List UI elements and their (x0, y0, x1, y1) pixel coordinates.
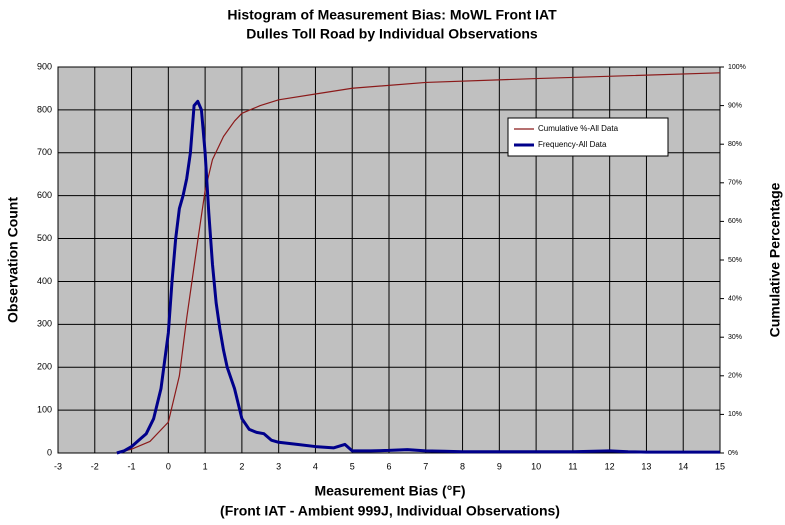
x-tick-label: -2 (91, 461, 99, 471)
y-axis-label: Observation Count (5, 197, 21, 323)
y-tick-label: 100 (37, 404, 52, 414)
y2-tick-label: 50% (728, 257, 742, 264)
x-tick-label: 13 (641, 461, 651, 471)
x-tick-label: 7 (423, 461, 428, 471)
x-axis-subtitle: (Front IAT - Ambient 999J, Individual Ob… (220, 503, 560, 519)
chart-title: Histogram of Measurement Bias: MoWL Fron… (227, 7, 557, 23)
y2-tick-label: 60% (728, 218, 742, 225)
y-tick-label: 500 (37, 233, 52, 243)
y2-tick-label: 40% (728, 295, 742, 302)
series-line (116, 72, 721, 454)
x-tick-label: 15 (715, 461, 725, 471)
x-tick-label: -3 (54, 461, 62, 471)
y2-axis-label: Cumulative Percentage (767, 182, 783, 337)
x-tick-label: 2 (239, 461, 244, 471)
x-tick-label: 1 (203, 461, 208, 471)
x-tick-label: 4 (313, 461, 318, 471)
x-axis-label: Measurement Bias (°F) (314, 483, 465, 499)
legend-label: Frequency-All Data (538, 140, 607, 149)
x-tick-label: -1 (128, 461, 136, 471)
x-tick-label: 10 (531, 461, 541, 471)
y2-tick-label: 30% (728, 334, 742, 341)
y2-tick-label: 10% (728, 411, 742, 418)
y-tick-label: 0 (47, 447, 52, 457)
y2-tick-label: 20% (728, 373, 742, 380)
x-tick-label: 8 (460, 461, 465, 471)
y2-tick-label: 80% (728, 141, 742, 148)
y-tick-label: 200 (37, 362, 52, 372)
chart-subtitle: Dulles Toll Road by Individual Observati… (246, 26, 538, 42)
legend-box (507, 117, 669, 157)
y-tick-label: 600 (37, 190, 52, 200)
series-line (116, 99, 720, 455)
y2-tick-label: 90% (728, 102, 742, 109)
y-tick-label: 300 (37, 319, 52, 329)
y2-tick-label: 100% (728, 64, 746, 71)
x-tick-label: 0 (166, 461, 171, 471)
x-tick-label: 14 (678, 461, 688, 471)
y2-tick-label: 70% (728, 180, 742, 187)
x-tick-label: 11 (568, 461, 577, 471)
y-tick-label: 400 (37, 276, 52, 286)
x-tick-label: 12 (605, 461, 615, 471)
x-tick-label: 3 (276, 461, 281, 471)
x-tick-label: 9 (497, 461, 502, 471)
y-tick-label: 800 (37, 104, 52, 114)
x-tick-label: 5 (350, 461, 355, 471)
y-tick-label: 700 (37, 147, 52, 157)
legend-label: Cumulative %-All Data (538, 124, 619, 133)
y-tick-label: 900 (37, 61, 52, 71)
y2-tick-label: 0% (728, 450, 738, 457)
x-tick-label: 6 (386, 461, 391, 471)
